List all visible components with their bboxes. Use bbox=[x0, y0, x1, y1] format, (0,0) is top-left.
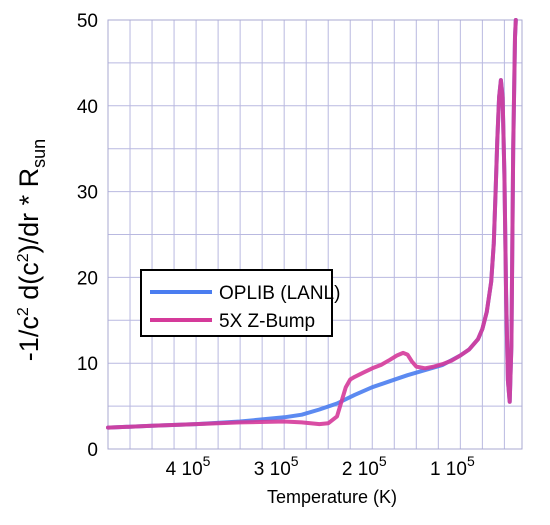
x-tick-label: 3 105 bbox=[254, 453, 299, 480]
legend-label-zbump: 5X Z-Bump bbox=[219, 311, 315, 332]
x-tick-label: 4 105 bbox=[166, 453, 211, 480]
x-tick-label: 2 105 bbox=[342, 453, 387, 480]
x-tick-label: 1 105 bbox=[430, 453, 475, 480]
x-tick-mantissa: 3 bbox=[254, 459, 265, 480]
y-axis-title-superscript: 2 bbox=[15, 307, 32, 316]
legend-label-oplib: OPLIB (LANL) bbox=[219, 283, 340, 304]
y-tick-label: 0 bbox=[87, 440, 98, 461]
x-tick-base: 10 bbox=[264, 459, 290, 480]
y-axis-title-superscript: 2 bbox=[15, 253, 32, 262]
y-axis-title-part: )/dr * R bbox=[14, 168, 44, 254]
x-axis-title: Temperature (K) bbox=[267, 487, 397, 507]
grid bbox=[108, 19, 522, 450]
legend: OPLIB (LANL) 5X Z-Bump bbox=[140, 269, 340, 337]
x-tick-exponent: 5 bbox=[379, 453, 387, 469]
x-tick-base: 10 bbox=[352, 459, 378, 480]
x-tick-labels: 4 105 3 105 2 105 1 105 bbox=[166, 453, 475, 480]
y-axis-title: -1/c2 d(c2)/dr * Rsun bbox=[14, 139, 49, 361]
legend-box bbox=[140, 269, 333, 337]
x-tick-mantissa: 2 bbox=[342, 459, 353, 480]
y-tick-label: 40 bbox=[77, 97, 98, 118]
plot-frame bbox=[107, 19, 523, 450]
y-tick-label: 10 bbox=[77, 354, 98, 375]
x-tick-exponent: 5 bbox=[467, 453, 475, 469]
y-axis-title-subscript: sun bbox=[29, 139, 49, 168]
y-axis-title-part: -1/c bbox=[14, 316, 44, 361]
y-tick-labels: 0 10 20 30 40 50 bbox=[77, 11, 98, 461]
y-axis-title-part: d(c bbox=[14, 262, 44, 307]
x-tick-exponent: 5 bbox=[203, 453, 211, 469]
y-tick-label: 20 bbox=[77, 268, 98, 289]
series-line-oplib bbox=[106, 18, 518, 430]
x-tick-mantissa: 1 bbox=[430, 459, 441, 480]
x-tick-mantissa: 4 bbox=[166, 459, 177, 480]
x-tick-base: 10 bbox=[176, 459, 202, 480]
x-tick-base: 10 bbox=[441, 459, 467, 480]
y-tick-label: 30 bbox=[77, 183, 98, 204]
series-layer bbox=[106, 18, 518, 430]
y-tick-label: 50 bbox=[77, 11, 98, 32]
x-tick-exponent: 5 bbox=[291, 453, 299, 469]
series-line-zbump bbox=[106, 18, 518, 430]
